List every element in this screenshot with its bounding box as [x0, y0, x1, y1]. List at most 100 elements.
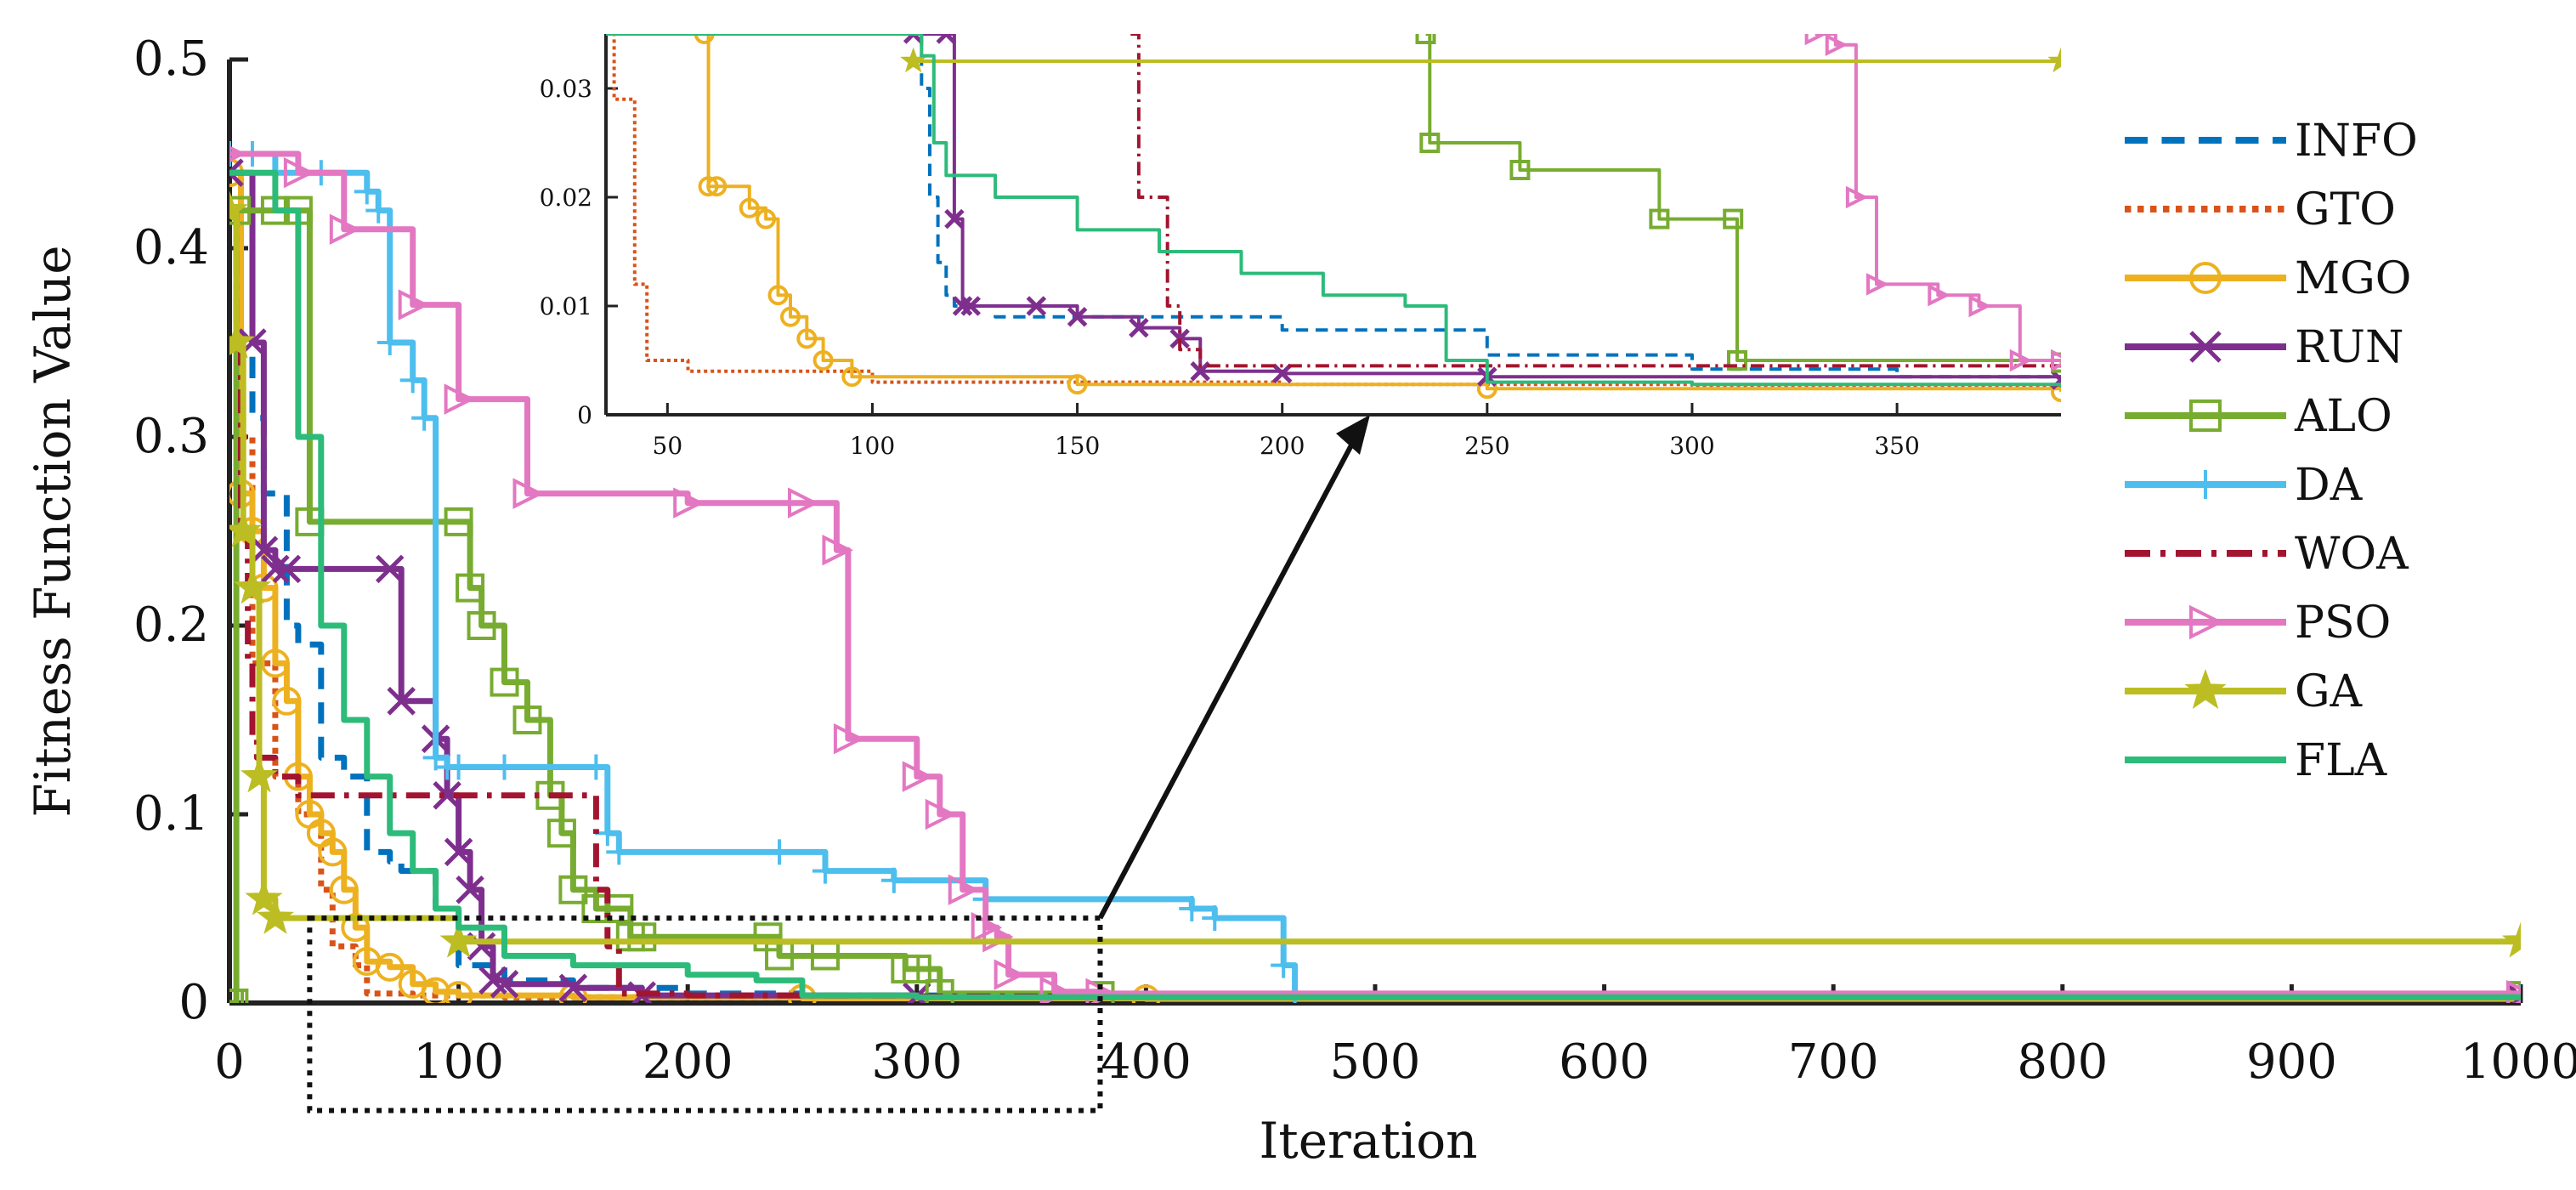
legend-label: MGO: [2295, 253, 2411, 304]
legend-label: DA: [2295, 460, 2364, 511]
series-marker-pso: [822, 534, 853, 566]
series-marker-ga: [229, 190, 249, 227]
series-marker-da: [365, 197, 392, 224]
series-marker-run: [490, 970, 519, 999]
zoom-indicator: [307, 415, 1370, 1114]
inset-series-marker-run: [960, 296, 981, 316]
zoom-box: [307, 915, 1103, 1114]
series-marker-run: [229, 158, 244, 187]
series-marker-da: [411, 405, 438, 431]
series-marker-pso: [925, 798, 957, 830]
inset-series-marker-mgo: [780, 306, 801, 327]
inset-series-group: [606, 34, 2061, 403]
series-marker-run: [387, 687, 416, 716]
series-marker-pso: [948, 874, 980, 906]
series-line-pso: [229, 150, 2521, 997]
inset-series-marker-run: [1026, 296, 1047, 316]
inset-x-tick-label: 300: [1669, 432, 1714, 460]
inset-series-marker-ga: [2047, 47, 2061, 73]
inset-x-tick-label: 100: [850, 432, 895, 460]
x-tick-label: 100: [413, 1034, 504, 1090]
inset-series-marker-run: [1067, 307, 1088, 327]
series-marker-alo: [627, 922, 657, 952]
series-marker-pso: [673, 487, 705, 518]
series-marker-run: [444, 837, 473, 867]
y-tick-label: 0.3: [133, 409, 209, 464]
x-tick-label: 500: [1330, 1034, 1421, 1090]
series-marker-mgo: [260, 649, 290, 678]
legend-item-gto: GTO: [2125, 184, 2396, 235]
inset-y-tick-label: 0: [577, 401, 592, 429]
series-marker-mgo: [341, 913, 371, 943]
inset-series-marker-pso: [2009, 348, 2033, 372]
series-marker-ga: [439, 921, 478, 958]
inset-series-marker-pso: [1804, 34, 1828, 46]
y-axis-label: Fitness Function Value: [24, 245, 82, 817]
inset-series-marker-alo: [1415, 34, 1436, 44]
legend-marker: [2189, 604, 2224, 640]
inset-series-marker-pso: [1865, 273, 1889, 296]
series-marker-mgo: [421, 977, 450, 1003]
series-marker-run: [433, 781, 461, 810]
series-marker-ga: [256, 898, 295, 934]
inset-series-marker-mgo: [694, 34, 715, 44]
series-marker-pso: [512, 478, 544, 509]
series-marker-pso: [994, 959, 1026, 990]
legend-marker: [2184, 669, 2227, 709]
series-marker-da: [1271, 952, 1297, 978]
legend: INFO GTO MGO RUN ALO DA WOA PSO GA FLA: [2125, 116, 2418, 786]
series-marker-da: [445, 754, 472, 780]
series-marker-mgo: [318, 837, 348, 867]
axis-labels: Iteration Fitness Function Value: [24, 245, 1477, 1170]
inset-series-marker-mgo: [812, 350, 834, 371]
series-marker-mgo: [272, 686, 302, 716]
series-marker-pso: [398, 289, 430, 320]
series-marker-da: [376, 330, 403, 355]
inset-series-marker-mgo: [706, 176, 728, 197]
y-tick-label: 0.5: [133, 31, 209, 87]
legend-marker: [2189, 331, 2222, 363]
series-marker-ga: [2501, 921, 2521, 958]
series-marker-da: [767, 839, 793, 865]
series-marker-ga: [240, 756, 279, 793]
series-marker-da: [880, 867, 907, 893]
legend-item-alo: ALO: [2125, 391, 2392, 442]
inset-background: [606, 34, 2061, 415]
legend-label: ALO: [2294, 391, 2392, 442]
inset-series-marker-pso: [1825, 34, 1848, 57]
series-marker-pso: [444, 383, 476, 415]
series-marker-alo: [546, 819, 576, 848]
series-marker-alo: [467, 611, 496, 640]
inset-series-marker-alo: [1509, 160, 1531, 180]
inset-y-tick-label: 0.02: [540, 184, 592, 212]
series-marker-da: [399, 367, 426, 394]
x-tick-label: 300: [871, 1034, 962, 1090]
series-marker-run: [558, 973, 588, 1003]
inset-series-line-run: [913, 34, 2061, 380]
legend-label: GA: [2295, 666, 2364, 717]
inset-series-marker-mgo: [756, 208, 777, 230]
inset-series-marker-alo: [1649, 208, 1670, 230]
inset-series-line-info: [606, 34, 2061, 382]
inset-series-marker-run: [936, 34, 957, 44]
series-marker-da: [491, 754, 518, 780]
y-tick-label: 0.1: [133, 786, 209, 842]
series-marker-alo: [456, 573, 485, 603]
series-marker-alo: [229, 989, 249, 1003]
legend-item-run: RUN: [2125, 322, 2403, 373]
series-line-fla: [229, 169, 2521, 1000]
legend-item-fla: FLA: [2125, 735, 2388, 786]
x-tick-label: 1000: [2460, 1034, 2576, 1090]
inset-series-line-pso: [1815, 34, 2061, 362]
legend-label: INFO: [2295, 116, 2418, 167]
main-plot: 0 100 200 300 400 500 600 700 800 900 100000.10.20…: [133, 31, 2576, 1090]
inset-series-marker-mgo: [841, 366, 863, 388]
inset-series-marker-pso: [1928, 283, 1950, 307]
series-marker-alo: [581, 894, 611, 923]
inset-series-marker-run: [1190, 361, 1211, 382]
legend-label: FLA: [2295, 735, 2388, 786]
inset-plot: 50 100 150 200 250 300 350 0 0.01 0.02 0.03: [540, 34, 2061, 460]
series-marker-pso: [329, 213, 361, 246]
x-tick-label: 700: [1788, 1034, 1879, 1090]
